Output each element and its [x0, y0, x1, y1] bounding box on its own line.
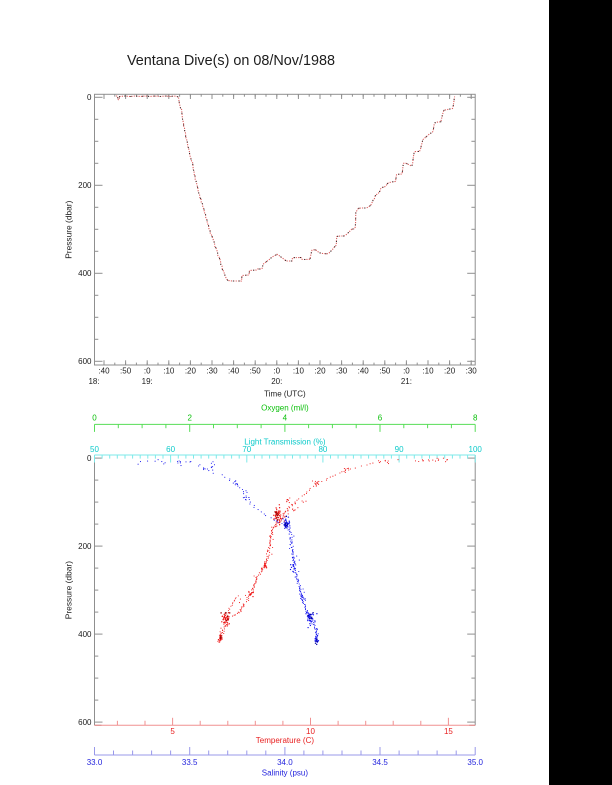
svg-text:100: 100: [469, 445, 483, 454]
svg-text:Pressure (dbar): Pressure (dbar): [64, 561, 74, 619]
svg-text:200: 200: [78, 542, 92, 551]
svg-text:90: 90: [395, 445, 404, 454]
svg-text::20: :20: [314, 367, 326, 376]
svg-text::30: :30: [206, 367, 218, 376]
svg-text::20: :20: [444, 367, 456, 376]
svg-text:70: 70: [242, 445, 251, 454]
svg-text::0: :0: [403, 367, 410, 376]
svg-text:34.0: 34.0: [277, 758, 293, 767]
svg-text:Light Transmission (%): Light Transmission (%): [244, 437, 326, 446]
svg-text:2: 2: [187, 414, 192, 423]
svg-text:80: 80: [318, 445, 327, 454]
svg-text:18:: 18:: [88, 377, 99, 386]
svg-text::20: :20: [185, 367, 197, 376]
svg-text:Time (UTC): Time (UTC): [264, 390, 306, 399]
svg-text:400: 400: [78, 630, 92, 639]
svg-text::10: :10: [163, 367, 175, 376]
svg-text:10: 10: [306, 727, 315, 736]
svg-text:200: 200: [78, 181, 92, 190]
svg-text::50: :50: [379, 367, 391, 376]
svg-text:Temperature (C): Temperature (C): [256, 736, 315, 745]
svg-text:Oxygen (ml/l): Oxygen (ml/l): [261, 404, 309, 413]
svg-text:Salinity (psu): Salinity (psu): [262, 768, 309, 777]
svg-text:4: 4: [283, 414, 288, 423]
svg-text::0: :0: [273, 367, 280, 376]
svg-text:33.0: 33.0: [87, 758, 103, 767]
svg-text:6: 6: [378, 414, 383, 423]
svg-text:600: 600: [78, 718, 92, 727]
svg-text::10: :10: [293, 367, 305, 376]
svg-text::40: :40: [98, 367, 110, 376]
svg-text:5: 5: [170, 727, 175, 736]
svg-text:Pressure (dbar): Pressure (dbar): [64, 200, 74, 258]
svg-text:21:: 21:: [401, 377, 412, 386]
svg-text:8: 8: [473, 414, 478, 423]
svg-text::40: :40: [228, 367, 240, 376]
svg-text::50: :50: [250, 367, 262, 376]
svg-text:33.5: 33.5: [182, 758, 198, 767]
svg-text:20:: 20:: [271, 377, 282, 386]
svg-text:19:: 19:: [142, 377, 153, 386]
svg-text:600: 600: [78, 357, 92, 366]
svg-text:400: 400: [78, 269, 92, 278]
svg-text:35.0: 35.0: [467, 758, 483, 767]
svg-text:60: 60: [166, 445, 175, 454]
svg-text::50: :50: [120, 367, 132, 376]
svg-text:0: 0: [87, 93, 92, 102]
svg-text::30: :30: [466, 367, 478, 376]
svg-text:15: 15: [444, 727, 453, 736]
svg-text::30: :30: [336, 367, 348, 376]
svg-text:0: 0: [92, 414, 97, 423]
svg-text::0: :0: [144, 367, 151, 376]
svg-text::10: :10: [422, 367, 434, 376]
svg-text:0: 0: [87, 454, 92, 463]
svg-text::40: :40: [358, 367, 370, 376]
svg-text:34.5: 34.5: [372, 758, 388, 767]
svg-text:50: 50: [90, 445, 99, 454]
